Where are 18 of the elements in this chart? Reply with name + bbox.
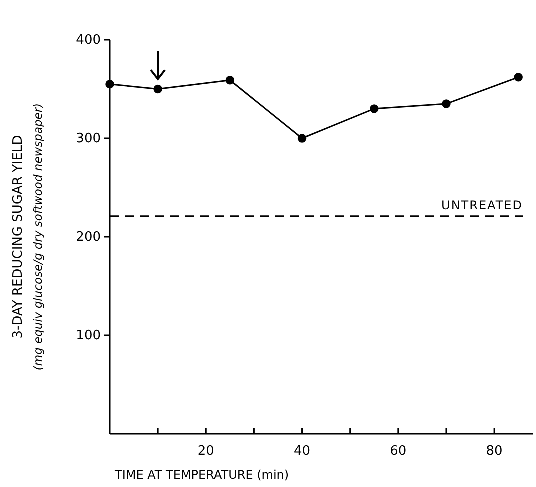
- point: [226, 76, 235, 85]
- x-tick-label: 20: [198, 444, 214, 459]
- x-tick-label: 80: [486, 444, 503, 459]
- y-tick-label: 400: [76, 33, 101, 48]
- point: [442, 100, 451, 108]
- y-tick-label: 100: [76, 328, 101, 344]
- point: [154, 84, 162, 94]
- point: [514, 73, 523, 82]
- ref-line-label: UNTREATED: [442, 198, 523, 212]
- x-tick-label: 60: [390, 444, 407, 459]
- y-tick-label: 200: [76, 230, 101, 246]
- point: [106, 80, 114, 89]
- y-tick-label: 300: [76, 132, 101, 147]
- point: [370, 104, 379, 114]
- y-axis-title: 3-DAY REDUCING SUGAR YIELD (mg equiv glucose/g dry softwood newspaper): [11, 103, 45, 371]
- x-axis-title: TIME AT TEMPERATURE (min): [114, 468, 290, 482]
- point: [298, 134, 307, 143]
- x-tick-label: 40: [294, 444, 311, 459]
